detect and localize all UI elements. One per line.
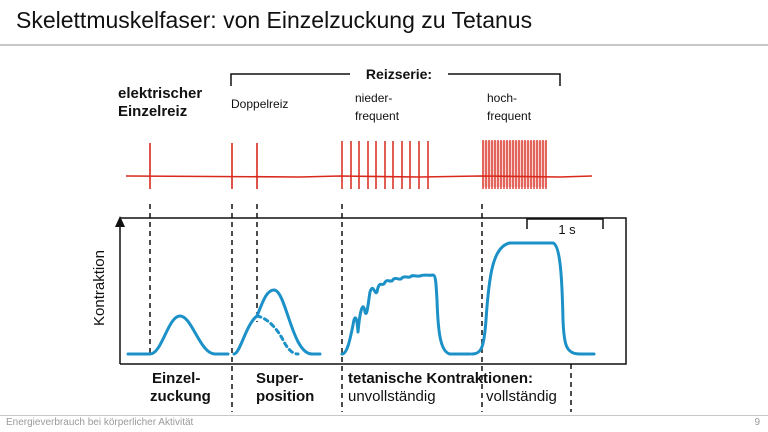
incomplete-tetanus-curve — [340, 273, 472, 356]
twitch-curve — [126, 314, 230, 356]
superposition-single-dashed — [255, 314, 300, 356]
stimulus-trace — [125, 140, 593, 189]
double-stimulus-label: Doppelreiz — [231, 97, 288, 111]
y-axis-arrow — [115, 216, 125, 227]
series-bracket — [230, 73, 561, 86]
stimulus-spikes-low-frequency — [341, 141, 429, 189]
title-divider — [0, 44, 768, 46]
scale-bar — [526, 218, 604, 229]
superposition-label-1: Super- — [256, 370, 304, 387]
plot-frame — [120, 217, 627, 365]
twitch-label-2: zuckung — [150, 388, 211, 405]
low-frequency-label-2: frequent — [355, 109, 400, 123]
incomplete-tetanus-label: unvollständig — [348, 388, 436, 405]
page-number: 9 — [754, 417, 760, 428]
scale-bar-label: 1 s — [558, 222, 576, 237]
low-frequency-label-1: nieder- — [355, 91, 392, 105]
footer-text: Energieverbrauch bei körperlicher Aktivi… — [6, 417, 194, 428]
high-frequency-label-2: frequent — [487, 109, 532, 123]
complete-tetanus-curve — [470, 241, 596, 356]
single-stimulus-label-2: Einzelreiz — [118, 103, 187, 120]
single-stimulus-label-1: elektrischer — [118, 85, 202, 102]
stimulus-guide-lines — [149, 204, 572, 412]
contraction-trace — [126, 241, 596, 356]
complete-tetanus-label: vollständig — [486, 388, 557, 405]
tetanic-label: tetanische Kontraktionen: — [348, 370, 533, 387]
superposition-curve — [232, 288, 322, 356]
stimulus-burst-high-frequency — [482, 140, 547, 189]
y-axis-label: Kontraktion — [91, 250, 108, 326]
stimulus-baseline — [125, 175, 593, 178]
high-frequency-label-1: hoch- — [487, 91, 517, 105]
slide-title: Skelettmuskelfaser: von Einzelzuckung zu… — [16, 7, 533, 33]
twitch-label-1: Einzel- — [152, 370, 200, 387]
superposition-label-2: position — [256, 388, 314, 405]
footer-divider — [0, 415, 768, 416]
series-label: Reizserie: — [366, 66, 432, 82]
